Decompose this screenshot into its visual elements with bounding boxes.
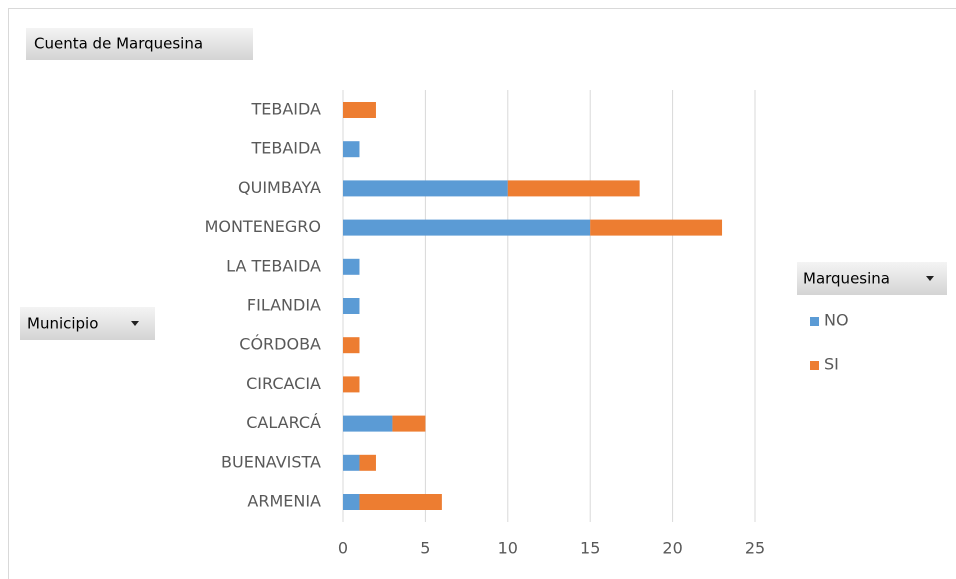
y-tick-label: CÓRDOBA <box>239 335 321 354</box>
bar <box>343 180 508 197</box>
bar <box>590 219 723 236</box>
bar <box>343 102 376 118</box>
y-tick-label: CIRCACIA <box>246 374 321 393</box>
y-tick-label: FILANDIA <box>247 296 321 315</box>
y-tick-label: TEBAIDA <box>250 139 321 158</box>
x-tick-label: 0 <box>338 539 348 558</box>
y-tick-label: LA TEBAIDA <box>226 256 321 275</box>
legend-label: SI <box>824 355 839 374</box>
legend-field-button[interactable]: Marquesina <box>797 262 947 295</box>
chart-title: Cuenta de Marquesina <box>34 35 203 53</box>
dropdown-arrow <box>926 276 934 281</box>
bar <box>343 141 360 158</box>
legend-swatch <box>810 317 819 326</box>
y-axis-label: Municipio <box>27 315 98 333</box>
y-tick-label: MONTENEGRO <box>205 217 321 236</box>
title-button[interactable]: Cuenta de Marquesina <box>26 28 253 60</box>
bar <box>343 454 360 471</box>
y-field-button[interactable]: Municipio <box>20 307 155 340</box>
y-tick-label: TEBAIDA <box>250 100 321 119</box>
bar <box>343 376 360 393</box>
bar <box>359 454 376 471</box>
bar <box>343 337 360 354</box>
x-tick-label: 20 <box>662 539 682 558</box>
button-bg <box>26 28 253 60</box>
x-tick-label: 10 <box>498 539 518 558</box>
y-tick-label: BUENAVISTA <box>221 452 321 471</box>
bar <box>343 219 591 236</box>
chart-border <box>8 8 956 579</box>
bar <box>507 180 640 197</box>
y-tick-label: QUIMBAYA <box>238 178 321 197</box>
bar <box>343 415 393 432</box>
button-bg <box>797 262 947 295</box>
bar <box>359 494 442 510</box>
x-tick-label: 25 <box>745 539 765 558</box>
legend-label: NO <box>824 311 849 330</box>
dropdown-arrow <box>131 321 139 326</box>
bar <box>343 258 360 275</box>
bar <box>343 298 360 314</box>
bar <box>343 494 360 510</box>
legend-swatch <box>810 361 819 370</box>
y-tick-label: ARMENIA <box>247 492 321 511</box>
button-bg <box>20 307 155 340</box>
x-tick-label: 15 <box>580 539 600 558</box>
bar <box>392 415 426 432</box>
legend-title: Marquesina <box>803 270 890 288</box>
x-tick-label: 5 <box>420 539 430 558</box>
y-tick-label: CALARCÁ <box>246 413 321 432</box>
